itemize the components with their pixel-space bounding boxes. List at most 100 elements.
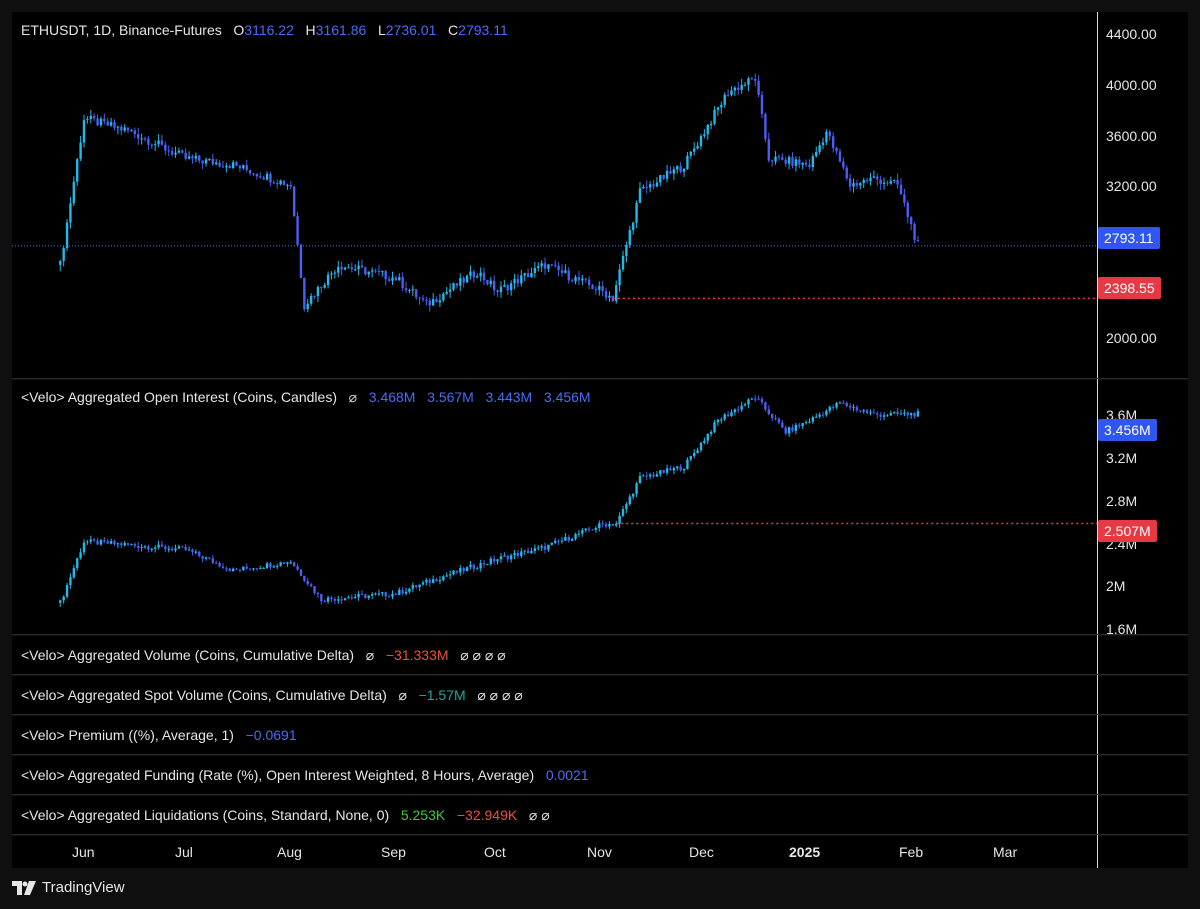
candle-body xyxy=(869,177,872,182)
candle-body xyxy=(374,593,377,595)
symbol-label[interactable]: ETHUSDT, 1D, Binance-Futures xyxy=(21,22,222,38)
candle-body xyxy=(540,263,543,267)
candle-body xyxy=(482,272,486,280)
candle-body xyxy=(404,288,408,291)
oi-tick: 3.2M xyxy=(1106,450,1138,466)
candle-body xyxy=(879,179,882,184)
time-tick: Nov xyxy=(587,844,612,860)
candle-body xyxy=(431,579,435,583)
candle-body xyxy=(462,568,465,572)
candle-body xyxy=(869,412,872,414)
candle-body xyxy=(564,536,567,541)
funding-panel[interactable] xyxy=(12,756,1097,794)
candle-body xyxy=(899,413,903,415)
candle-body xyxy=(499,556,503,560)
candle-body xyxy=(469,564,472,568)
oi-open-value: 3.468M xyxy=(368,389,416,405)
candle-body xyxy=(672,468,676,471)
candle-body xyxy=(82,120,86,143)
pane-divider[interactable] xyxy=(12,634,1188,635)
candle-body xyxy=(218,162,221,167)
candle-body xyxy=(648,474,652,477)
candle-body xyxy=(157,544,160,548)
candle-body xyxy=(140,138,143,140)
candle-body xyxy=(638,188,642,203)
liquidations-panel[interactable] xyxy=(12,796,1097,834)
candle-body xyxy=(570,538,574,541)
low-value: 2736.01 xyxy=(385,22,437,38)
pane-divider[interactable] xyxy=(12,794,1188,795)
candle-body xyxy=(248,169,252,174)
candle-body xyxy=(482,563,486,565)
candle-body xyxy=(340,266,343,270)
candle-body xyxy=(164,144,167,151)
candle-body xyxy=(330,597,333,599)
candle-body xyxy=(316,287,320,297)
candle-body xyxy=(608,523,611,527)
candle-body xyxy=(313,295,316,297)
candle-body xyxy=(709,431,713,434)
candle-body xyxy=(882,415,886,417)
liquidations-title[interactable]: <Velo> Aggregated Liquidations (Coins, S… xyxy=(21,807,390,823)
candle-body xyxy=(272,182,276,184)
candle-body xyxy=(116,126,120,128)
candle-body xyxy=(723,94,726,105)
time-axis-panel[interactable] xyxy=(12,836,1097,868)
pane-divider[interactable] xyxy=(12,834,1188,835)
candle-body xyxy=(242,566,245,570)
candle-body xyxy=(252,173,255,175)
volume-title[interactable]: <Velo> Aggregated Volume (Coins, Cumulat… xyxy=(21,647,355,663)
candle-body xyxy=(533,268,537,274)
candle-body xyxy=(320,287,323,289)
candle-body xyxy=(757,80,760,95)
candle-body xyxy=(665,170,669,179)
candle-body xyxy=(387,596,391,598)
pane-divider[interactable] xyxy=(12,674,1188,675)
price-panel[interactable] xyxy=(12,12,1097,378)
candle-body xyxy=(760,94,764,115)
candle-body xyxy=(693,148,696,152)
candle-body xyxy=(123,127,126,131)
candle-body xyxy=(672,169,676,174)
premium-scale xyxy=(1098,716,1188,754)
candle-body xyxy=(543,546,547,550)
candle-body xyxy=(865,180,869,182)
oi-title[interactable]: <Velo> Aggregated Open Interest (Coins, … xyxy=(21,389,337,405)
candle-body xyxy=(567,536,570,541)
candle-body xyxy=(248,568,252,570)
pane-divider[interactable] xyxy=(12,378,1188,379)
last-price-badge: 2793.11 xyxy=(1098,227,1160,249)
low-label: L xyxy=(377,22,386,38)
candle-body xyxy=(459,278,462,286)
candle-body xyxy=(472,564,476,569)
funding-title[interactable]: <Velo> Aggregated Funding (Rate (%), Ope… xyxy=(21,767,535,783)
spot-panel[interactable] xyxy=(12,676,1097,714)
candle-body xyxy=(245,566,248,569)
candle-body xyxy=(296,566,299,570)
spot-title[interactable]: <Velo> Aggregated Spot Volume (Coins, Cu… xyxy=(21,687,387,703)
open-value: 3116.22 xyxy=(244,22,294,38)
candle-body xyxy=(316,592,320,595)
candle-body xyxy=(889,412,893,416)
candle-body xyxy=(547,264,550,269)
tradingview-brand[interactable]: TradingView xyxy=(12,879,125,896)
premium-panel[interactable] xyxy=(12,716,1097,754)
candle-body xyxy=(720,104,723,108)
candle-body xyxy=(584,528,587,531)
null-icon: ⌀ xyxy=(398,687,407,703)
volume-panel[interactable] xyxy=(12,636,1097,674)
candle-body xyxy=(696,450,699,453)
candle-body xyxy=(828,406,831,411)
oi-panel[interactable] xyxy=(12,380,1097,634)
price-tick: 4000.00 xyxy=(1106,77,1157,93)
candle-body xyxy=(235,162,238,166)
candle-body xyxy=(133,130,137,135)
price-scale[interactable] xyxy=(1098,12,1188,378)
candle-body xyxy=(503,555,506,557)
candle-body xyxy=(893,411,896,413)
candle-body xyxy=(587,279,591,286)
premium-title[interactable]: <Velo> Premium ((%), Average, 1) xyxy=(21,727,234,743)
pane-divider[interactable] xyxy=(12,754,1188,755)
pane-divider[interactable] xyxy=(12,714,1188,715)
